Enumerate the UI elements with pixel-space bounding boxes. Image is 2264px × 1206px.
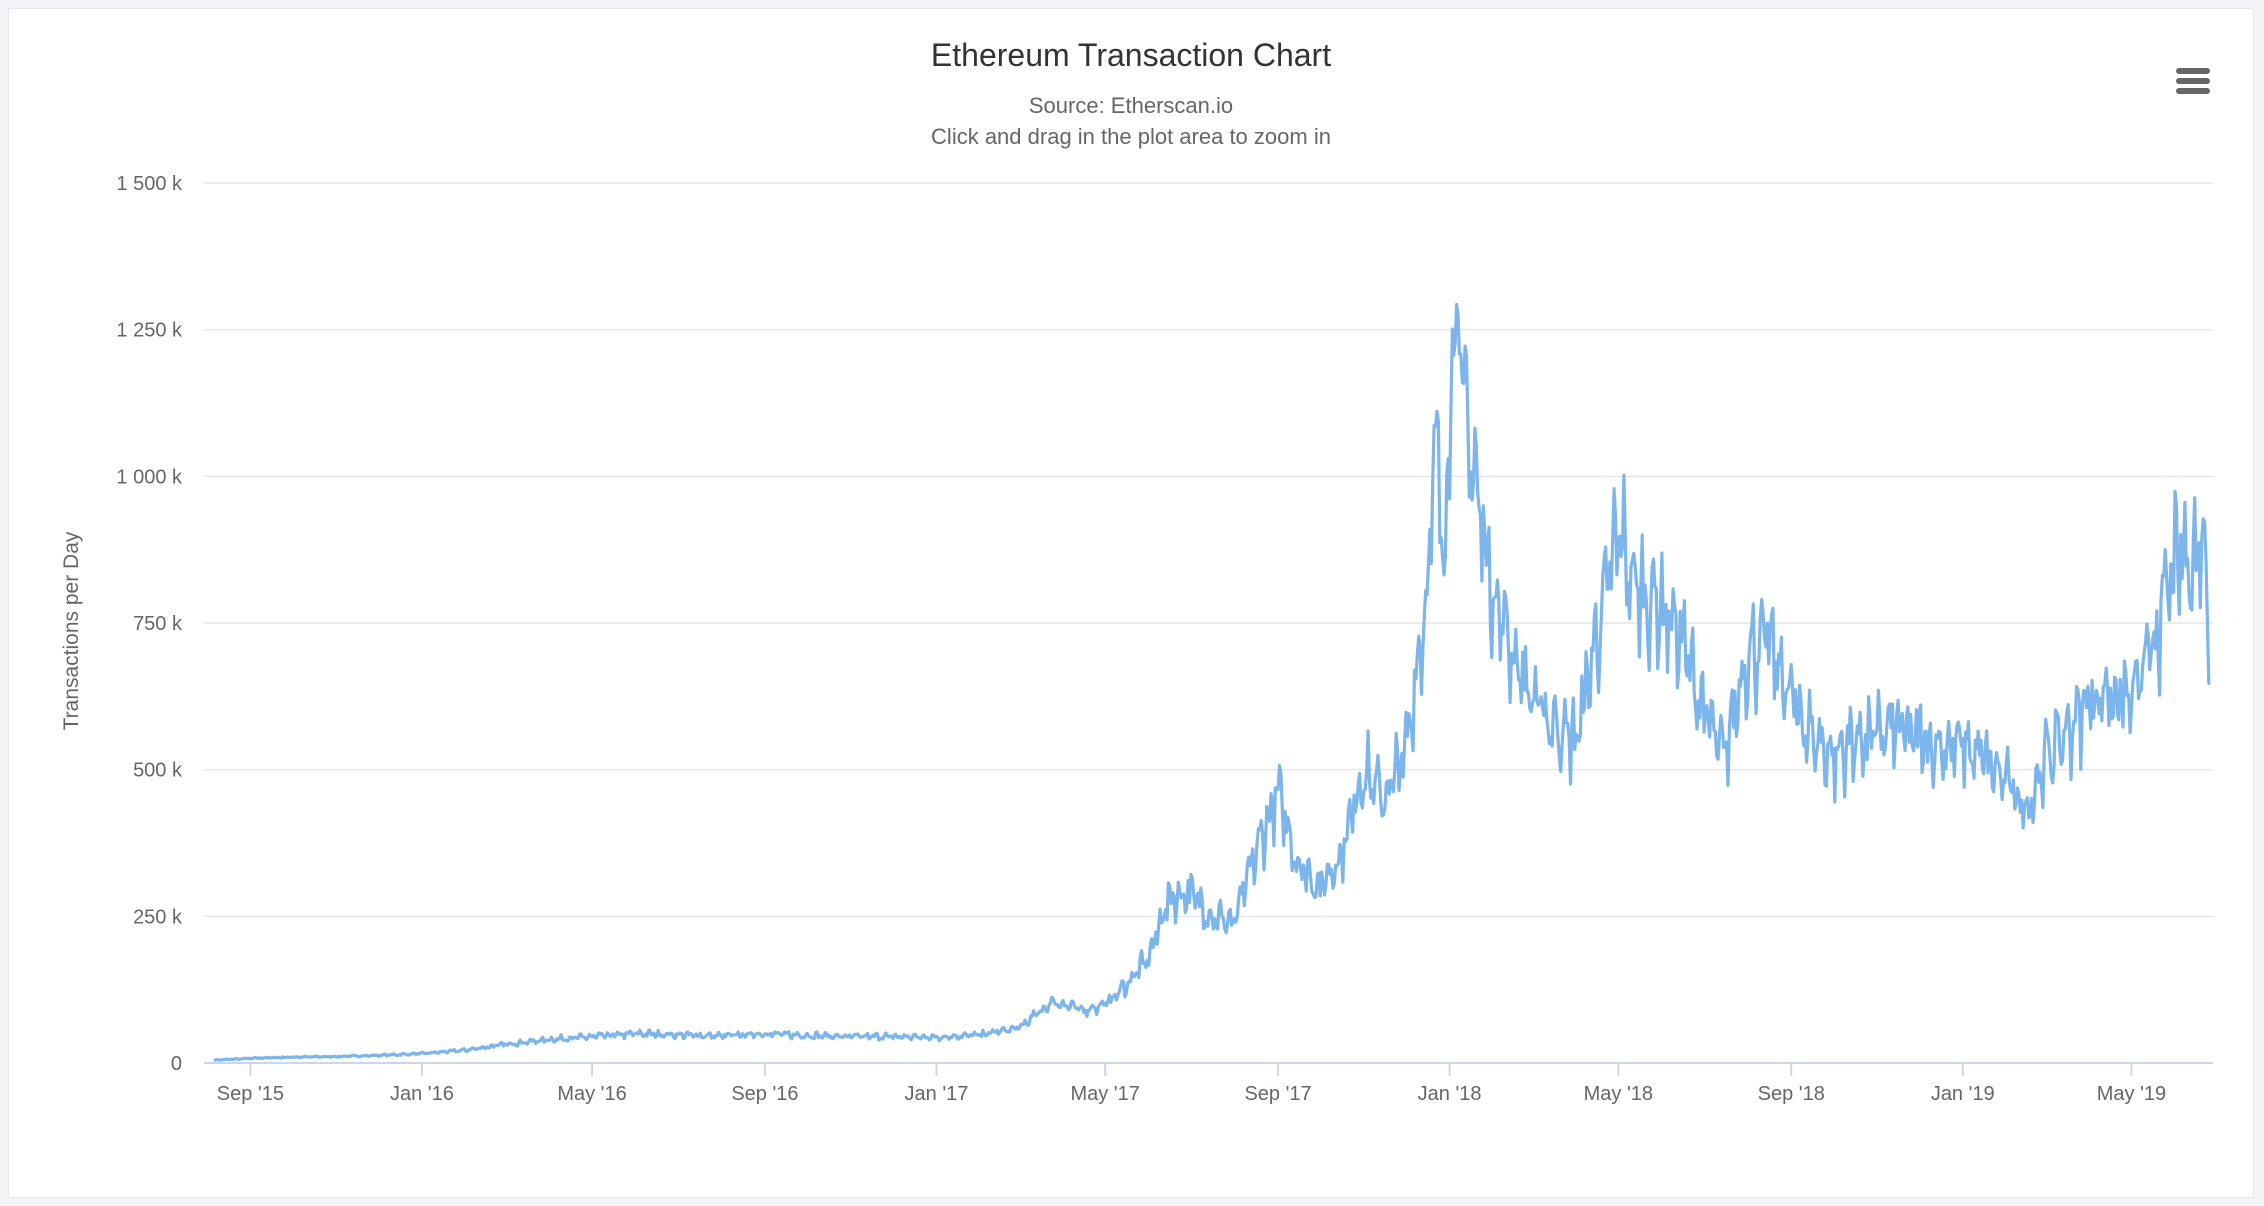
y-axis-labels: 0 250 k 500 k 750 k 1 000 k 1 250 k 1 500 k [116, 173, 183, 1075]
transactions-series-line[interactable] [213, 302, 2211, 1062]
y-tick-label: 250 k [133, 906, 183, 928]
x-tick-label: Sep '17 [1244, 1083, 1311, 1105]
hamburger-menu-icon[interactable] [2167, 61, 2213, 107]
y-tick-label: 750 k [133, 613, 183, 635]
x-axis-labels: Sep '15 Jan '16 May '16 Sep '16 Jan '17 May '… [217, 1083, 2166, 1105]
chart-container[interactable]: 0 250 k 500 k 750 k 1 000 k 1 250 k 1 500 k Se… [8, 8, 2254, 1198]
x-tick-label: May '16 [557, 1083, 626, 1105]
y-tick-label: 0 [171, 1053, 182, 1075]
x-tick-label: May '19 [2097, 1083, 2166, 1105]
x-tick-label: May '17 [1070, 1083, 1139, 1105]
y-tick-label: 1 250 k [116, 320, 183, 342]
x-axis-ticks [249, 1063, 2133, 1076]
x-tick-label: Jan '16 [390, 1083, 454, 1105]
x-tick-label: Jan '19 [1931, 1083, 1995, 1105]
chart-title: Ethereum Transaction Chart [931, 37, 1331, 73]
x-tick-label: Sep '15 [217, 1083, 284, 1105]
y-tick-label: 1 000 k [116, 466, 183, 488]
transaction-chart[interactable]: 0 250 k 500 k 750 k 1 000 k 1 250 k 1 500 k Se… [9, 9, 2253, 1197]
x-tick-label: Jan '17 [905, 1083, 969, 1105]
y-tick-label: 500 k [133, 760, 183, 782]
x-tick-label: Sep '16 [731, 1083, 798, 1105]
y-tick-label: 1 500 k [116, 173, 183, 195]
x-tick-label: Sep '18 [1758, 1083, 1825, 1105]
x-tick-label: May '18 [1584, 1083, 1653, 1105]
y-axis-title: Transactions per Day [60, 531, 83, 730]
x-tick-label: Jan '18 [1418, 1083, 1482, 1105]
y-gridlines [204, 182, 2213, 918]
chart-subtitle-zoom-hint: Click and drag in the plot area to zoom … [931, 124, 1331, 149]
chart-subtitle: Source: Etherscan.io [1029, 93, 1233, 118]
